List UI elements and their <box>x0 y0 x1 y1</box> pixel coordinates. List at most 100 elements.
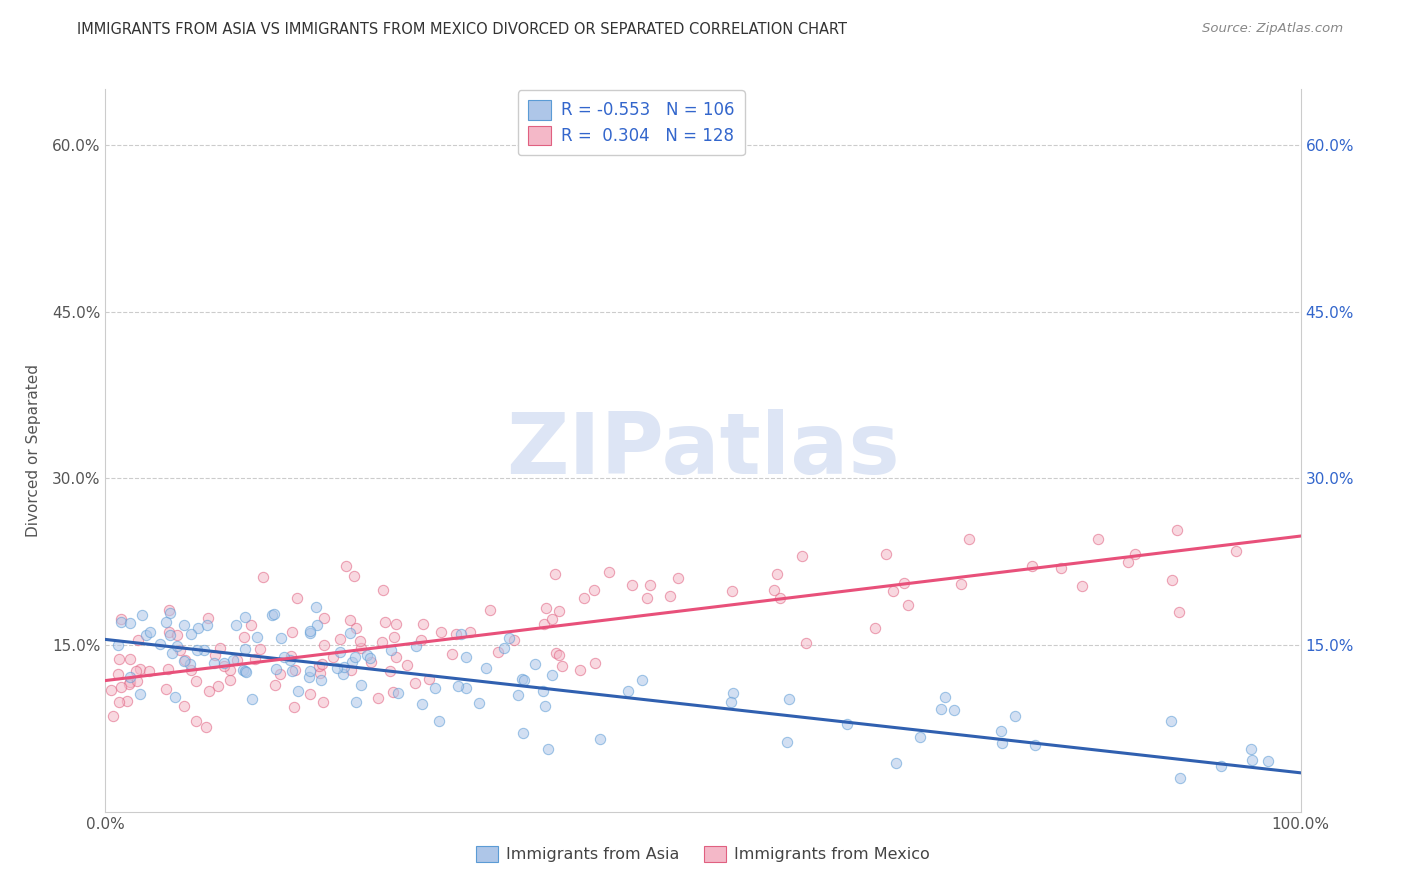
Point <box>125 664 148 678</box>
Point <box>837 717 859 731</box>
Point <box>208 641 231 656</box>
Point <box>447 679 470 693</box>
Point <box>411 697 433 711</box>
Point <box>305 600 328 615</box>
Point <box>186 642 208 657</box>
Point <box>127 633 149 648</box>
Point <box>574 591 596 605</box>
Point <box>193 643 215 657</box>
Point <box>360 655 382 669</box>
Point <box>370 634 392 648</box>
Point <box>270 631 292 645</box>
Point <box>882 584 904 599</box>
Point <box>287 683 309 698</box>
Point <box>534 698 557 713</box>
Point <box>766 566 789 581</box>
Point <box>235 665 257 679</box>
Point <box>159 607 181 621</box>
Point <box>240 692 263 706</box>
Point <box>475 661 498 675</box>
Text: ZIPatlas: ZIPatlas <box>506 409 900 492</box>
Point <box>957 533 980 547</box>
Point <box>479 603 502 617</box>
Point <box>541 668 564 682</box>
Point <box>233 641 256 656</box>
Point <box>886 756 908 771</box>
Point <box>531 684 554 698</box>
Point <box>374 615 396 629</box>
Point <box>1071 579 1094 593</box>
Point <box>280 648 302 663</box>
Point <box>335 559 357 574</box>
Point <box>385 649 408 664</box>
Point <box>991 736 1014 750</box>
Point <box>298 664 321 678</box>
Point <box>339 663 361 677</box>
Point <box>863 621 886 635</box>
Point <box>349 677 371 691</box>
Point <box>157 662 180 676</box>
Point <box>214 659 236 673</box>
Point <box>173 699 195 714</box>
Point <box>1024 738 1046 752</box>
Point <box>444 627 467 641</box>
Point <box>503 632 526 647</box>
Point <box>1021 559 1043 574</box>
Point <box>219 673 242 687</box>
Point <box>508 689 530 703</box>
Point <box>278 653 301 667</box>
Point <box>110 615 132 630</box>
Point <box>240 618 263 632</box>
Point <box>108 652 131 666</box>
Point <box>411 632 433 647</box>
Text: IMMIGRANTS FROM ASIA VS IMMIGRANTS FROM MEXICO DIVORCED OR SEPARATED CORRELATION: IMMIGRANTS FROM ASIA VS IMMIGRANTS FROM … <box>77 22 848 37</box>
Point <box>131 608 153 623</box>
Point <box>638 578 661 592</box>
Point <box>179 657 201 672</box>
Point <box>486 645 509 659</box>
Point <box>264 662 287 676</box>
Point <box>299 687 322 701</box>
Point <box>776 735 799 749</box>
Point <box>197 611 219 625</box>
Point <box>329 632 352 647</box>
Point <box>456 649 478 664</box>
Point <box>1160 714 1182 729</box>
Point <box>405 676 427 690</box>
Point <box>312 638 335 652</box>
Point <box>792 549 814 564</box>
Point <box>312 611 335 625</box>
Point <box>990 723 1012 738</box>
Point <box>298 625 321 640</box>
Point <box>387 686 409 700</box>
Point <box>616 684 638 698</box>
Point <box>127 673 149 688</box>
Point <box>548 604 571 618</box>
Point <box>492 641 515 656</box>
Point <box>544 647 567 661</box>
Point <box>468 696 491 710</box>
Point <box>298 670 321 684</box>
Point <box>349 634 371 648</box>
Point <box>157 603 180 617</box>
Point <box>166 639 188 653</box>
Point <box>381 685 404 699</box>
Point <box>198 684 221 698</box>
Point <box>311 657 333 672</box>
Point <box>763 582 786 597</box>
Point <box>934 690 956 704</box>
Point <box>720 695 742 709</box>
Point <box>149 637 172 651</box>
Point <box>309 673 332 687</box>
Point <box>721 686 744 700</box>
Point <box>534 601 557 615</box>
Point <box>440 647 463 661</box>
Y-axis label: Divorced or Separated: Divorced or Separated <box>25 364 41 537</box>
Point <box>326 661 349 675</box>
Point <box>569 664 592 678</box>
Point <box>138 664 160 678</box>
Point <box>875 547 897 561</box>
Point <box>269 667 291 681</box>
Point <box>1170 772 1192 786</box>
Point <box>110 612 132 626</box>
